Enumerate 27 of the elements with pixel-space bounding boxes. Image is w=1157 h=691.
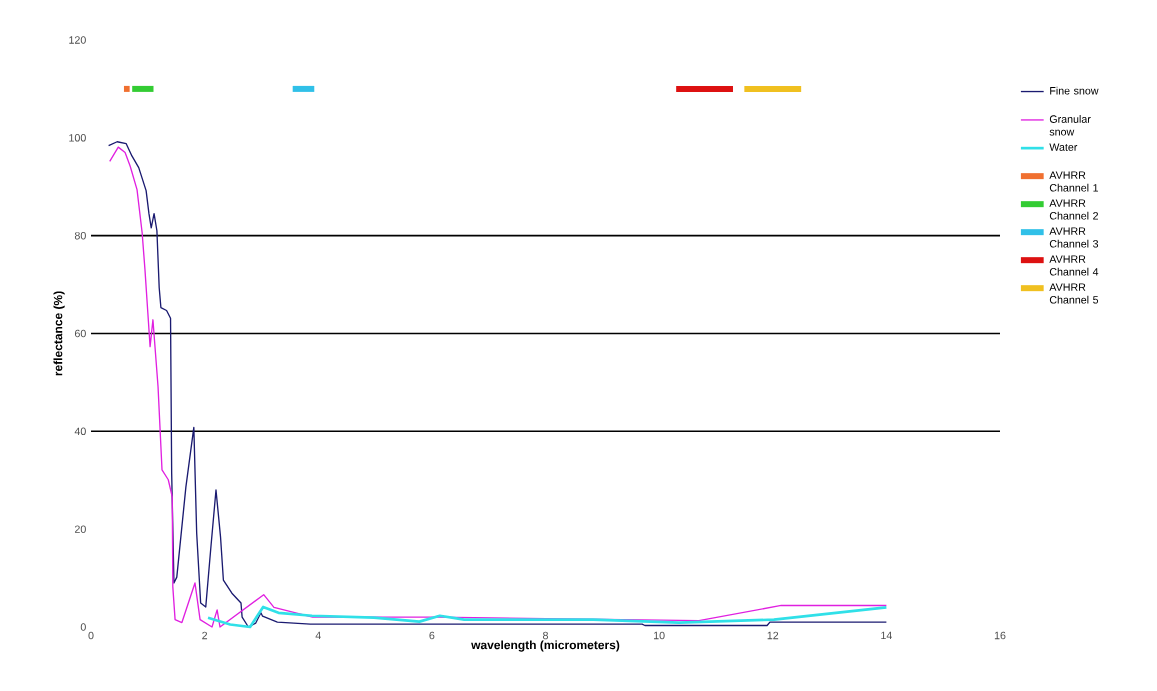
line-series (206, 605, 888, 629)
legend-label: AVHRR Channel 4 (1049, 255, 1099, 276)
x-axis-title: wavelength (micrometers) (471, 640, 620, 652)
legend-label: AVHRR Channel 2 (1049, 199, 1098, 220)
y-tick-label: 120 (69, 36, 86, 44)
y-tick-label: 100 (69, 134, 86, 142)
x-tick-label: 12 (767, 631, 779, 640)
y-tick-label: 0 (80, 623, 86, 631)
y-tick-label: 60 (74, 329, 86, 338)
y-tick-label: 80 (74, 231, 86, 240)
legend-label: Fine snow (1050, 86, 1099, 95)
y-axis-title: reflectance (%) (53, 291, 65, 376)
legend-label: AVHRR Channel 5 (1049, 283, 1099, 304)
x-tick-label: 14 (881, 631, 892, 640)
x-tick-label: 6 (429, 631, 435, 640)
x-tick-label: 16 (994, 631, 1006, 640)
x-tick-label: 2 (202, 631, 208, 640)
y-tick-label: 20 (74, 525, 86, 533)
x-tick-label: 10 (654, 631, 665, 640)
x-tick-label: 4 (315, 631, 321, 640)
x-tick-label: 8 (543, 631, 548, 640)
legend-label: Granular snow (1049, 115, 1091, 136)
legend-label: AVHRR Channel 3 (1049, 227, 1099, 248)
legend-label: AVHRR Channel 1 (1049, 171, 1099, 192)
x-tick-label: 0 (88, 631, 94, 640)
y-tick-label: 40 (74, 427, 86, 436)
legend-label: Water (1049, 143, 1078, 151)
